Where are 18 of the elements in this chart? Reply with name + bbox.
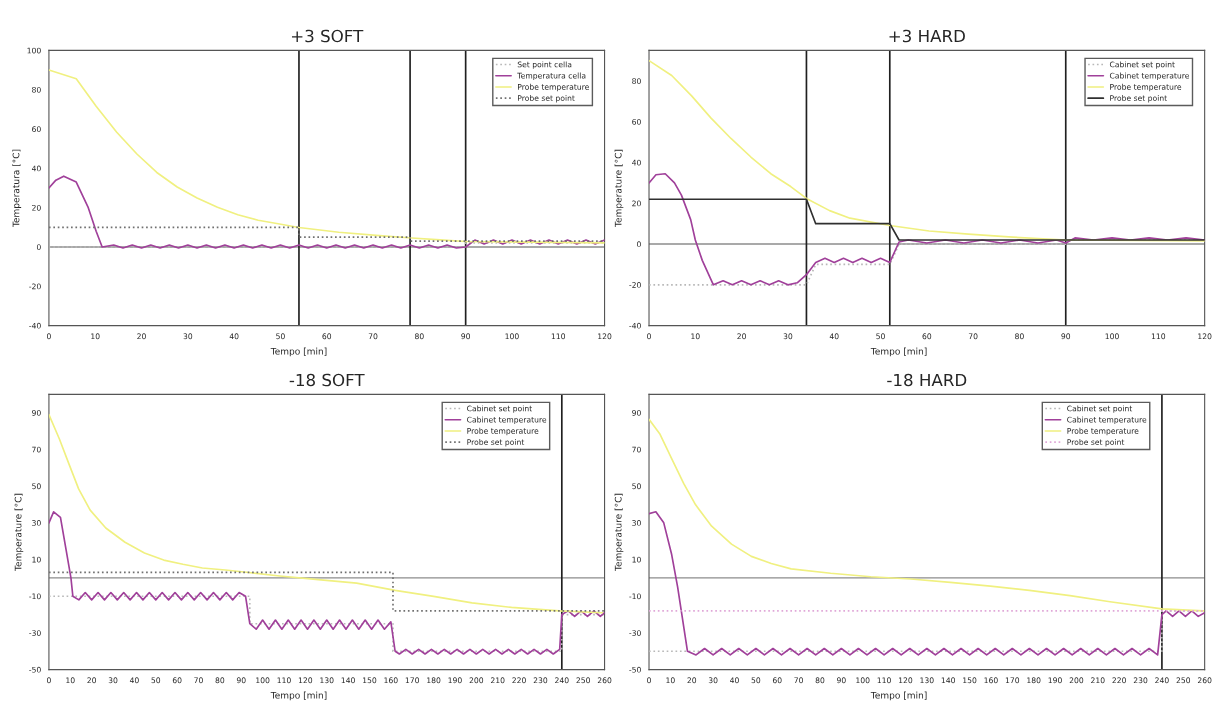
y-axis-title: Temperature [°C] xyxy=(14,493,24,571)
line-series xyxy=(48,69,605,244)
x-axis-title: Tempo [min] xyxy=(870,691,927,701)
chart-title: +3 HARD xyxy=(889,29,965,43)
y-axis-title: Temperature [°C] xyxy=(614,493,624,571)
y-axis-title: Temperatura [°C] xyxy=(12,149,22,228)
x-axis-title: Tempo [min] xyxy=(270,347,327,357)
line-series xyxy=(48,413,604,614)
line-series xyxy=(48,510,605,655)
chart-title: -18 SOFT xyxy=(289,373,365,387)
chart-title: -18 HARD xyxy=(887,373,967,387)
line-series xyxy=(48,175,605,249)
y-axis-title: Temperature [°C] xyxy=(614,149,624,227)
line-series xyxy=(649,510,1205,656)
line-series xyxy=(649,418,1205,612)
x-axis-title: Tempo [min] xyxy=(870,347,927,357)
chart-title: +3 SOFT xyxy=(291,29,364,43)
x-axis-title: Tempo [min] xyxy=(270,691,327,701)
